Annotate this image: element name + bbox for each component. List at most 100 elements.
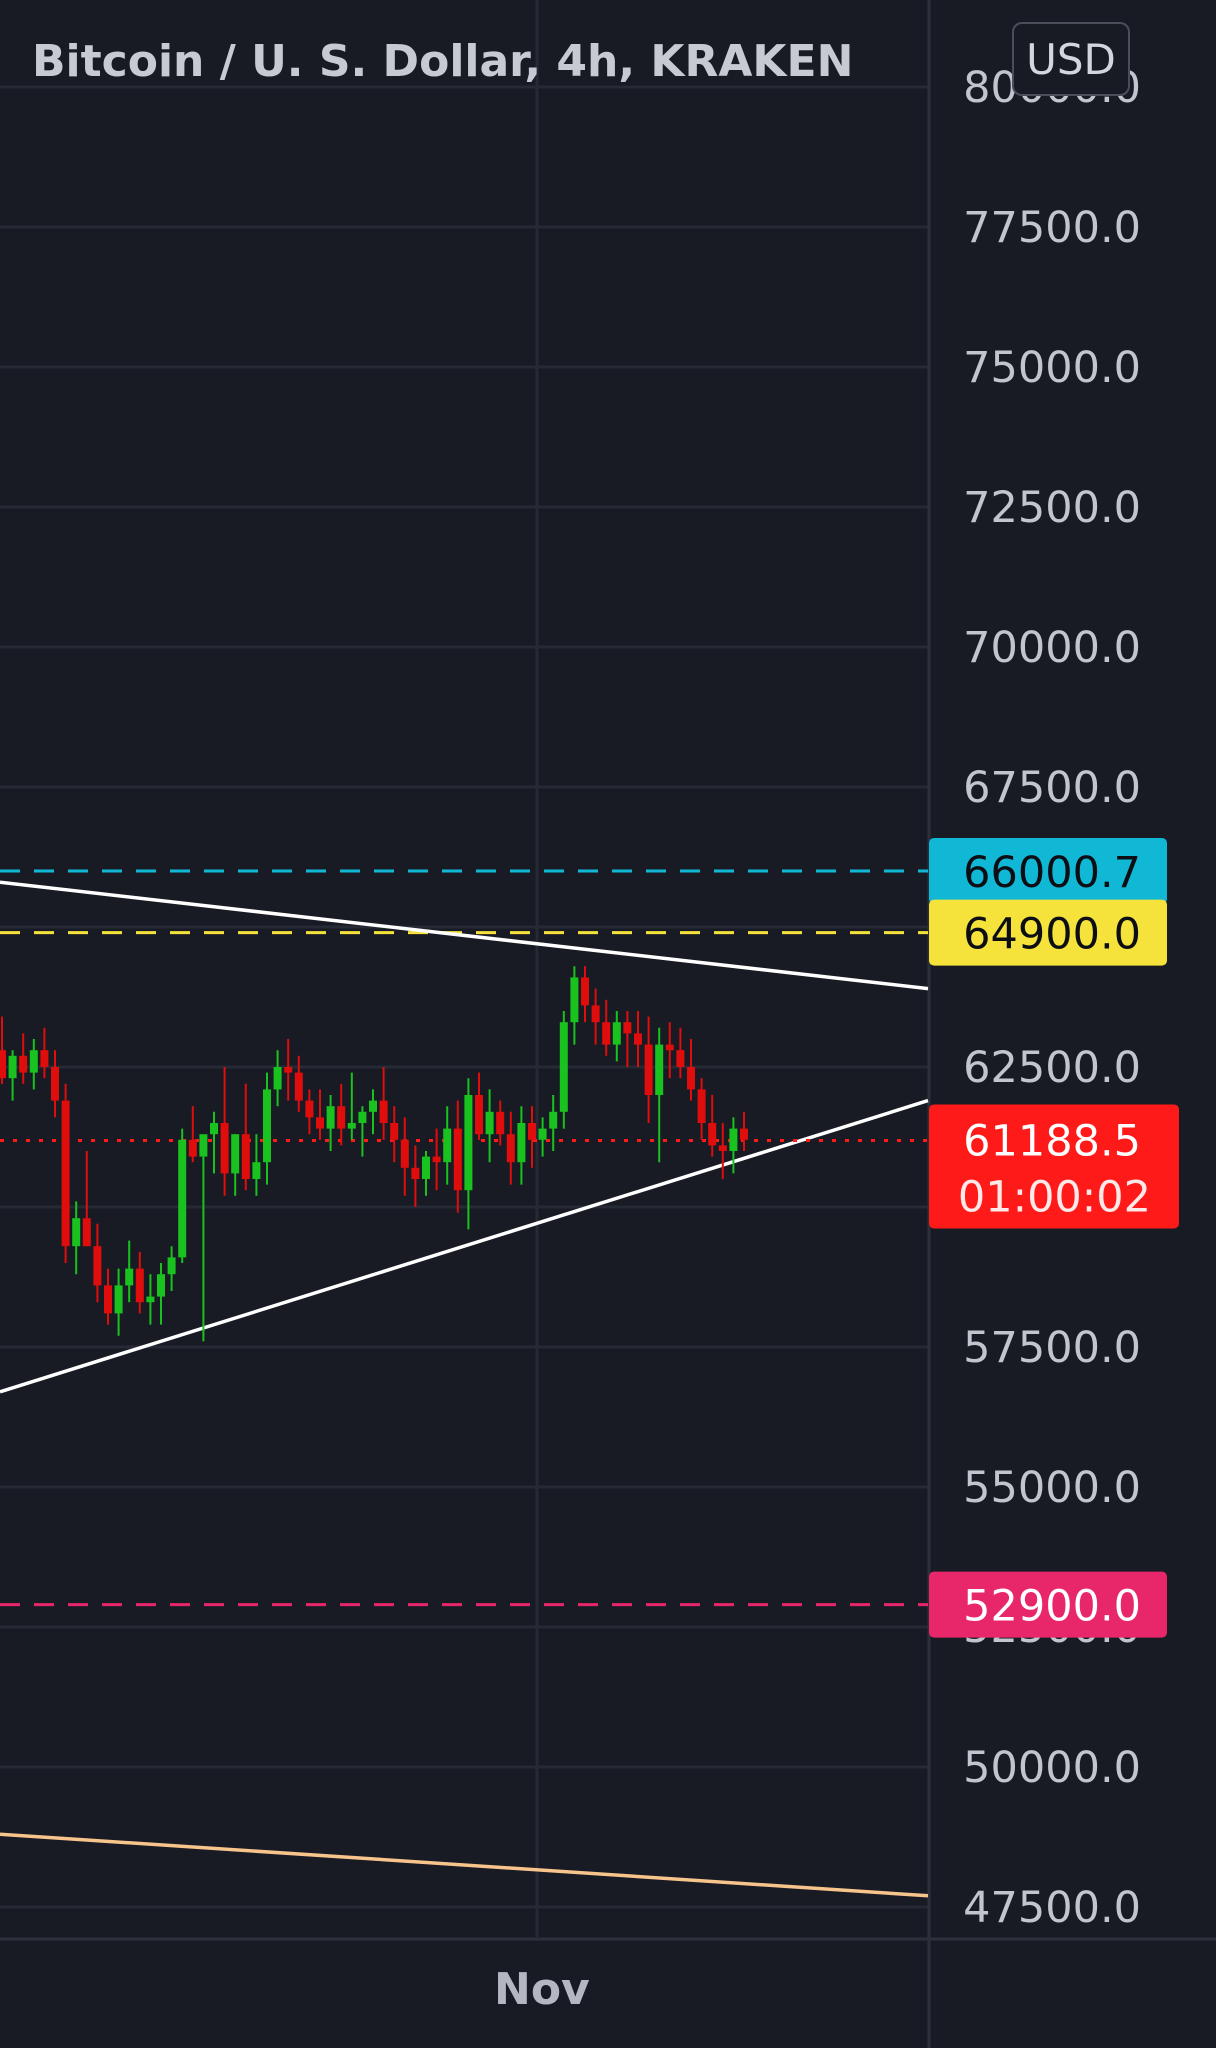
- candle-body: [506, 1134, 515, 1163]
- candle-body: [665, 1044, 674, 1051]
- candle: [718, 1123, 727, 1179]
- candle-body: [411, 1167, 420, 1179]
- candle: [263, 1072, 271, 1185]
- candle: [708, 1095, 717, 1157]
- candle: [612, 1011, 621, 1062]
- candle-body: [697, 1089, 706, 1123]
- candle-body: [570, 977, 579, 1023]
- candle: [591, 988, 600, 1045]
- candle: [665, 1022, 674, 1079]
- candle: [390, 1106, 399, 1163]
- candle: [443, 1106, 452, 1185]
- candle-body: [40, 1050, 49, 1067]
- candle: [528, 1106, 536, 1168]
- candle: [538, 1117, 547, 1157]
- candle-body: [284, 1067, 293, 1073]
- candle-body: [559, 1022, 568, 1112]
- trendline-1: [0, 1098, 929, 1394]
- candle-body: [294, 1072, 303, 1101]
- candle-body: [708, 1123, 717, 1146]
- candle-body: [634, 1033, 642, 1045]
- candle-body: [347, 1123, 356, 1129]
- candle: [623, 1011, 632, 1067]
- candle: [369, 1089, 377, 1135]
- candle-body: [29, 1050, 38, 1073]
- candle-body: [72, 1218, 81, 1247]
- last-price-label: 61188.5: [963, 1116, 1141, 1166]
- candle: [305, 1089, 314, 1135]
- candle-body: [676, 1050, 685, 1067]
- countdown-label: 01:00:02: [958, 1172, 1151, 1222]
- candle-body: [464, 1095, 473, 1191]
- candle-body: [19, 1055, 28, 1073]
- candle: [687, 1039, 695, 1101]
- candle-body: [210, 1123, 218, 1135]
- candle-body: [93, 1246, 102, 1286]
- candle: [347, 1072, 356, 1140]
- trendline-0: [0, 880, 929, 991]
- candle: [294, 1055, 303, 1112]
- level-label-box-0: [929, 837, 1167, 904]
- level-label-box-2: [929, 1571, 1167, 1638]
- candle-body: [167, 1257, 176, 1275]
- y-tick-label-12: 77500.0: [963, 203, 1141, 253]
- candle: [602, 999, 611, 1056]
- candle-body: [273, 1067, 282, 1090]
- last-price-box: [929, 1104, 1179, 1229]
- candle: [8, 1050, 17, 1101]
- candle: [581, 966, 589, 1023]
- candle: [358, 1106, 367, 1157]
- candle: [199, 1134, 208, 1342]
- candle-body: [135, 1268, 144, 1303]
- candle: [273, 1050, 282, 1107]
- candle-body: [453, 1128, 462, 1191]
- y-tick-label-9: 70000.0: [963, 623, 1141, 673]
- candle: [178, 1128, 187, 1263]
- candle: [61, 1083, 70, 1263]
- trendline-2: [0, 1832, 929, 1898]
- candle: [252, 1134, 261, 1196]
- candle: [104, 1268, 112, 1325]
- level-label-2: 52900.0: [963, 1582, 1141, 1632]
- candle: [634, 1011, 642, 1067]
- candle-body: [369, 1100, 377, 1112]
- x-axis-label-nov: Nov: [494, 1964, 590, 2015]
- candle-body: [241, 1134, 250, 1179]
- candle: [29, 1039, 38, 1090]
- candle: [0, 1016, 6, 1084]
- candle: [125, 1240, 134, 1303]
- candle-body: [443, 1128, 452, 1163]
- candle: [400, 1117, 409, 1196]
- candle: [464, 1078, 473, 1230]
- candle: [559, 1011, 568, 1129]
- candle: [93, 1223, 102, 1303]
- candle: [72, 1201, 81, 1275]
- candle: [506, 1111, 515, 1185]
- currency-button[interactable]: USD: [1012, 22, 1130, 96]
- y-tick-label-10: 72500.0: [963, 483, 1141, 533]
- candle: [411, 1145, 420, 1207]
- level-label-0: 66000.7: [963, 848, 1141, 898]
- candle: [135, 1251, 144, 1314]
- candle-body: [358, 1111, 367, 1123]
- candle-body: [538, 1128, 547, 1140]
- candle-body: [252, 1162, 261, 1179]
- candle-body: [379, 1100, 388, 1123]
- candle-body: [528, 1123, 536, 1140]
- candle-body: [422, 1156, 430, 1179]
- candle: [475, 1072, 483, 1140]
- candle: [231, 1134, 240, 1196]
- candle: [284, 1039, 293, 1101]
- candle-body: [432, 1156, 441, 1163]
- candle-body: [729, 1128, 738, 1151]
- candle: [114, 1268, 123, 1336]
- candle-body: [178, 1139, 187, 1258]
- candle-body: [740, 1128, 748, 1140]
- candle-body: [326, 1106, 335, 1129]
- y-tick-label-8: 67500.0: [963, 763, 1141, 813]
- y-tick-label-0: 47500.0: [963, 1883, 1141, 1933]
- candle: [167, 1246, 176, 1291]
- candle-body: [51, 1067, 59, 1101]
- candle-body: [125, 1268, 134, 1286]
